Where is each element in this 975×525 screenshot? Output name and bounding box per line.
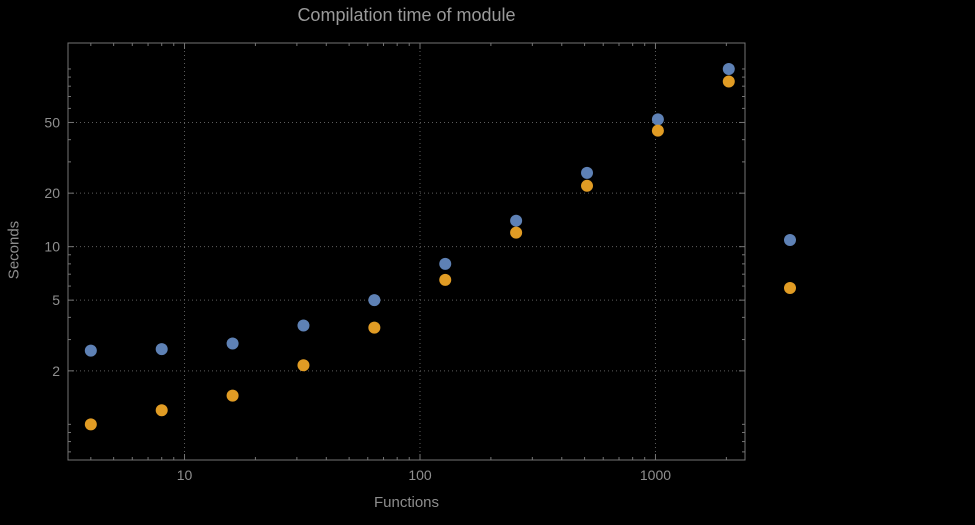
data-point-series-orange [84, 418, 97, 431]
y-tick-label: 5 [52, 292, 60, 308]
data-point-series-orange [651, 124, 664, 137]
data-point-series-blue [651, 113, 664, 126]
x-tick-label: 10 [177, 467, 193, 483]
data-point-series-orange [297, 359, 310, 372]
legend-marker [784, 282, 796, 294]
data-point-series-blue [155, 343, 168, 356]
plot-frame [67, 42, 746, 461]
data-point-series-blue [581, 166, 594, 179]
data-point-series-orange [439, 273, 452, 286]
y-tick-label: 50 [44, 114, 60, 130]
y-tick-label: 10 [44, 239, 60, 255]
data-point-series-orange [368, 321, 381, 334]
data-point-series-orange [226, 389, 239, 402]
data-point-series-blue [226, 337, 239, 350]
data-point-series-blue [510, 214, 523, 227]
data-point-series-orange [510, 226, 523, 239]
data-point-series-orange [581, 179, 594, 192]
data-point-series-blue [297, 319, 310, 332]
y-axis-label: Seconds [5, 220, 23, 280]
data-point-series-orange [722, 75, 735, 88]
x-tick-label: 100 [408, 467, 432, 483]
data-point-series-blue [439, 257, 452, 270]
y-tick-label: 2 [52, 363, 60, 379]
data-point-series-blue [368, 294, 381, 307]
chart-title: Compilation time of module [297, 5, 516, 25]
x-tick-label: 1000 [640, 467, 671, 483]
y-tick-label: 20 [44, 185, 60, 201]
data-point-series-orange [155, 404, 168, 417]
data-point-series-blue [84, 344, 97, 357]
x-axis-label: Functions [373, 494, 440, 511]
legend-marker [784, 234, 796, 246]
data-point-series-blue [722, 62, 735, 75]
